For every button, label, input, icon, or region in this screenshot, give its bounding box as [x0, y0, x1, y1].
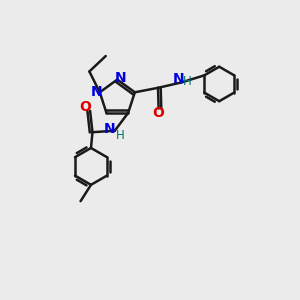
Text: N: N	[103, 122, 115, 136]
Text: N: N	[90, 85, 102, 99]
Text: O: O	[80, 100, 92, 114]
Text: N: N	[173, 72, 184, 86]
Text: N: N	[115, 71, 127, 85]
Text: O: O	[153, 106, 164, 120]
Text: H: H	[183, 75, 191, 88]
Text: H: H	[116, 129, 124, 142]
